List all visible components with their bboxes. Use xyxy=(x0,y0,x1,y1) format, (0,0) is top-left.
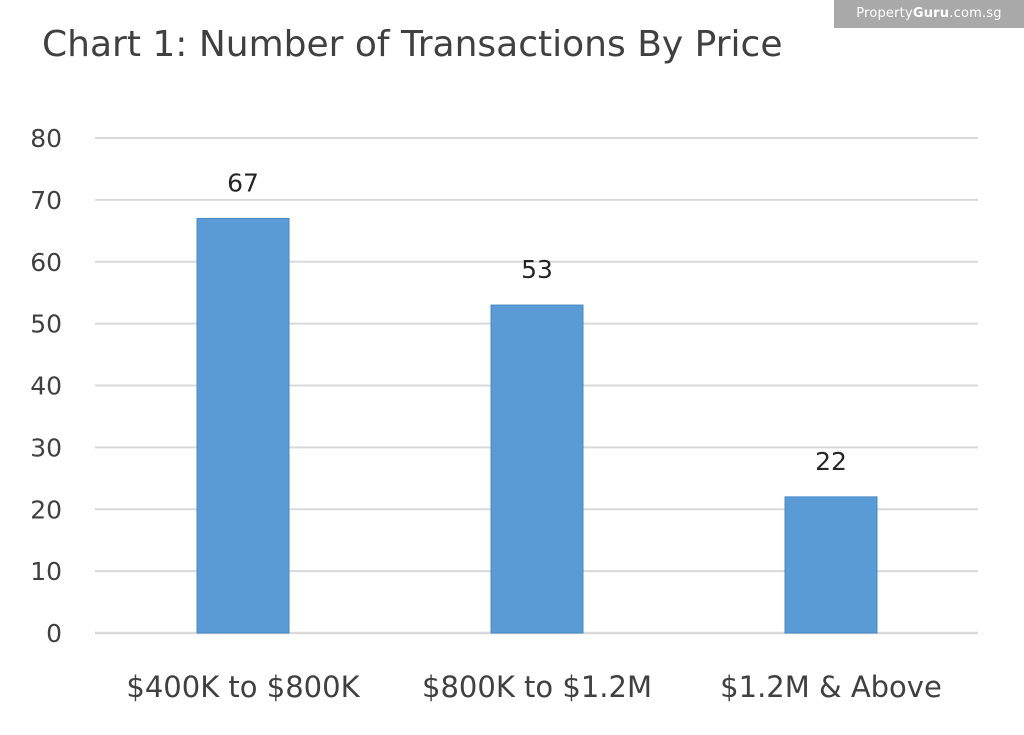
category-label: $1.2M & Above xyxy=(720,670,942,704)
data-label: 67 xyxy=(227,168,259,197)
x-axis-categories: $400K to $800K $800K to $1.2M $1.2M & Abov… xyxy=(126,670,941,704)
y-tick-label: 10 xyxy=(30,557,62,586)
data-labels: 67 53 22 xyxy=(227,168,847,475)
y-tick-label: 30 xyxy=(30,433,62,462)
watermark-prefix: Property xyxy=(856,6,913,21)
category-label: $800K to $1.2M xyxy=(422,670,652,704)
data-label: 53 xyxy=(521,255,553,284)
y-axis-ticks: 0 10 20 30 40 50 60 70 80 xyxy=(30,124,62,648)
chart-title: Chart 1: Number of Transactions By Price xyxy=(42,24,783,65)
y-tick-label: 70 xyxy=(30,186,62,215)
bar xyxy=(196,217,290,634)
bar xyxy=(784,496,878,634)
data-label: 22 xyxy=(815,447,847,476)
y-tick-label: 20 xyxy=(30,495,62,524)
y-tick-label: 80 xyxy=(30,124,62,153)
bar xyxy=(490,304,584,634)
watermark: PropertyGuru.com.sg xyxy=(834,0,1024,28)
y-tick-label: 60 xyxy=(30,248,62,277)
watermark-bold: Guru xyxy=(912,6,950,21)
y-tick-label: 0 xyxy=(46,619,62,648)
watermark-suffix: .com.sg xyxy=(949,6,1002,21)
category-label: $400K to $800K xyxy=(126,670,360,704)
bars xyxy=(196,217,878,634)
y-tick-label: 40 xyxy=(30,372,62,401)
y-tick-label: 50 xyxy=(30,310,62,339)
